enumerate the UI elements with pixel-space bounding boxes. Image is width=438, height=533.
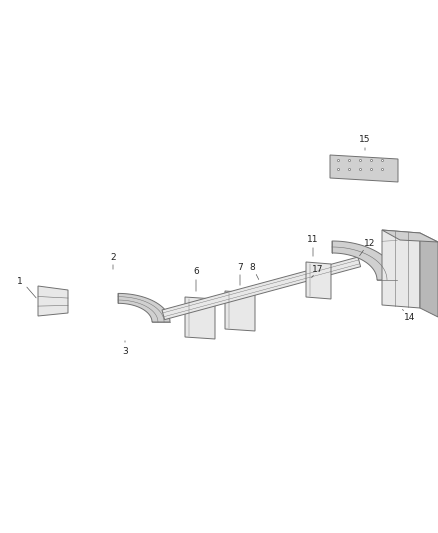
Text: 3: 3 xyxy=(122,346,128,356)
Text: 14: 14 xyxy=(404,312,416,321)
Polygon shape xyxy=(162,257,360,320)
Polygon shape xyxy=(382,230,438,242)
Polygon shape xyxy=(420,233,438,317)
Text: 7: 7 xyxy=(237,262,243,271)
Text: 6: 6 xyxy=(193,268,199,277)
Polygon shape xyxy=(185,297,215,339)
Polygon shape xyxy=(306,262,331,299)
Polygon shape xyxy=(382,230,420,308)
Text: 15: 15 xyxy=(359,134,371,143)
Text: 2: 2 xyxy=(110,253,116,262)
Polygon shape xyxy=(332,241,397,280)
Text: 11: 11 xyxy=(307,236,319,245)
Text: 1: 1 xyxy=(17,277,23,286)
Text: 12: 12 xyxy=(364,239,376,248)
Polygon shape xyxy=(118,293,170,322)
Polygon shape xyxy=(225,291,255,331)
Text: 8: 8 xyxy=(249,262,255,271)
Polygon shape xyxy=(38,286,68,316)
Text: 17: 17 xyxy=(312,265,324,274)
Polygon shape xyxy=(330,155,398,182)
